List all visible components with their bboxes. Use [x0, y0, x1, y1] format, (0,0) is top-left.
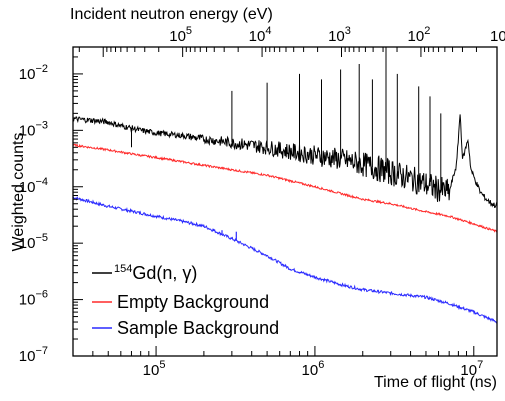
y-tick-label-exponent: −5	[35, 232, 48, 244]
y-tick-label-exponent: −7	[35, 345, 48, 357]
legend-label-empty: Empty Background	[117, 292, 269, 312]
legend-entry-sample-background: Sample Background	[92, 318, 279, 338]
x2-tick-label: 104	[249, 25, 272, 45]
x2-tick-label-exponent: 5	[186, 25, 192, 37]
y-tick-label-exponent: −2	[35, 63, 48, 75]
x2-tick-label: 105	[169, 25, 192, 45]
x2-tick-label-base: 10	[490, 28, 505, 45]
x2-tick-label: 10	[490, 28, 505, 45]
y-tick-label-exponent: −6	[35, 289, 48, 301]
x-tick-label: 106	[302, 359, 325, 379]
x2-tick-label-base: 10	[169, 28, 186, 45]
x-tick-label: 105	[143, 359, 166, 379]
y-tick-label: 10−2	[19, 63, 48, 83]
x2-tick-label-exponent: 3	[345, 25, 351, 37]
x2-tick-label-base: 10	[408, 28, 425, 45]
x-tick-label-exponent: 5	[159, 359, 165, 371]
plot-frame	[72, 46, 498, 357]
x-tick-label-base: 10	[302, 362, 319, 379]
y-axis-title: Weighted counts	[10, 133, 27, 252]
x-tick-label-base: 10	[460, 362, 477, 379]
legend-label-gd-isotope: 154	[114, 263, 132, 275]
x2-axis-title: Incident neutron energy (eV)	[70, 6, 273, 23]
y-tick-label-base: 10	[19, 66, 36, 83]
y-tick-label-base: 10	[19, 122, 36, 139]
y-tick-label: 10−7	[19, 345, 48, 365]
legend-entry-gd: 154Gd(n, γ)	[92, 263, 197, 283]
y-tick-label-base: 10	[19, 292, 36, 309]
x2-tick-label-base: 10	[249, 28, 266, 45]
legend: 154Gd(n, γ) Empty Background Sample Back…	[92, 263, 279, 338]
x2-tick-label-exponent: 4	[265, 25, 271, 37]
legend-label-sample: Sample Background	[117, 318, 279, 338]
x-axis-title: Time of flight (ns)	[374, 374, 497, 391]
x-tick-label-exponent: 7	[477, 359, 483, 371]
y-tick-label-base: 10	[19, 348, 36, 365]
y-tick-label: 10−4	[19, 176, 48, 196]
legend-entry-empty-background: Empty Background	[92, 292, 269, 312]
legend-label-gd-reaction: Gd(n, γ)	[132, 263, 197, 283]
x-tick-label-exponent: 6	[318, 359, 324, 371]
y-tick-label-base: 10	[19, 235, 36, 252]
x-tick-label: 107	[460, 359, 483, 379]
y-tick-label-exponent: −3	[35, 119, 48, 131]
y-tick-label-base: 10	[19, 179, 36, 196]
series-empty-background-curve	[72, 143, 498, 233]
y-tick-label-exponent: −4	[35, 176, 48, 188]
x2-tick-label-base: 10	[328, 28, 345, 45]
x2-tick-label-exponent: 2	[424, 25, 430, 37]
data-curves	[72, 47, 498, 324]
x2-tick-label: 103	[328, 25, 351, 45]
x2-tick-label: 102	[408, 25, 431, 45]
y-tick-label: 10−3	[19, 119, 48, 139]
x-tick-label-base: 10	[143, 362, 160, 379]
y-tick-label: 10−6	[19, 289, 48, 309]
series-gd-curve	[72, 114, 498, 208]
series-sample-background-curve	[73, 196, 498, 324]
legend-label-gd: 154Gd(n, γ)	[114, 263, 197, 283]
y-tick-label: 10−5	[19, 232, 48, 252]
